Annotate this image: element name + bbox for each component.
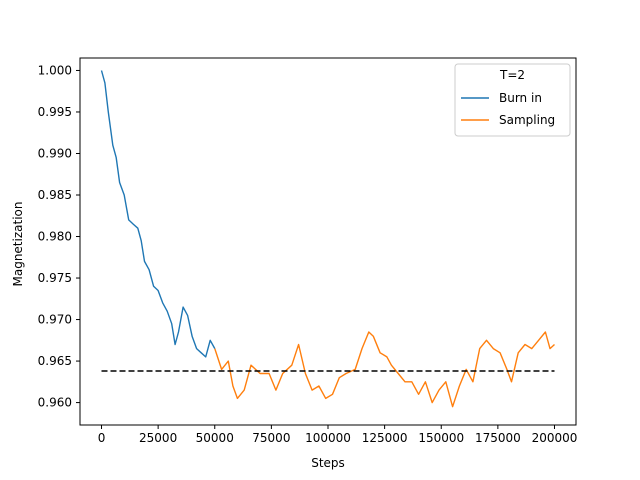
y-tick-label: 1.000 [38,63,72,77]
legend-label: Sampling [499,113,555,127]
y-tick-label: 0.980 [38,230,72,244]
series-line-2 [214,331,555,408]
y-axis-label: Magnetization [11,202,25,287]
legend: T=2 Burn in Sampling [454,63,571,137]
legend-title: T=2 [499,68,525,82]
legend-label: Burn in [499,91,542,105]
series-line-1 [100,70,216,358]
x-tick-label: 0 [98,431,106,445]
x-tick-label: 150000 [418,431,464,445]
x-tick-label: 25000 [139,431,177,445]
y-tick-label: 0.965 [38,354,72,368]
y-tick-label: 0.995 [38,105,72,119]
plot-area [100,70,555,408]
y-tick-label: 0.975 [38,271,72,285]
y-tick-label: 0.970 [38,313,72,327]
x-tick-label: 75000 [252,431,290,445]
x-tick-label: 100000 [305,431,351,445]
x-tick-label: 175000 [475,431,521,445]
legend-box [454,63,571,137]
axes: 0 25000 50000 75000 100000 125000 150000 175000… [38,57,578,445]
x-tick-label: 125000 [362,431,408,445]
y-tick-label: 0.960 [38,396,72,410]
x-tick-label: 200000 [532,431,578,445]
x-tick-label: 50000 [196,431,234,445]
y-tick-label: 0.985 [38,188,72,202]
y-tick-label: 0.990 [38,146,72,160]
x-axis-label: Steps [311,456,345,470]
